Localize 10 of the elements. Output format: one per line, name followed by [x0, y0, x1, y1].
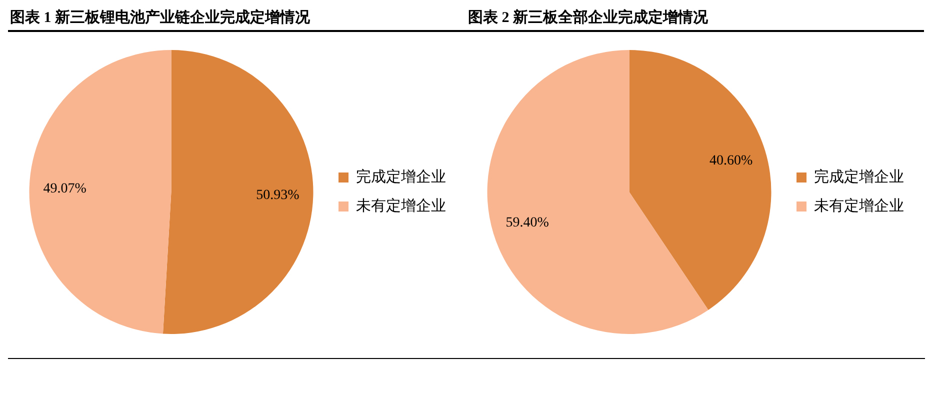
legend-label: 完成定增企业	[356, 168, 446, 186]
data-label: 50.93%	[256, 188, 300, 203]
legend-label: 完成定增企业	[814, 168, 904, 186]
data-label: 49.07%	[43, 182, 87, 197]
data-label: 40.60%	[710, 154, 754, 169]
legend-label: 未有定增企业	[356, 197, 446, 214]
chart-title: 图表 1 新三板锂电池产业链企业完成定增情况	[9, 8, 311, 28]
legend-label: 未有定增企业	[814, 197, 904, 214]
chart-title: 图表 2 新三板全部企业完成定增情况	[467, 8, 709, 28]
data-label: 59.40%	[506, 216, 550, 231]
